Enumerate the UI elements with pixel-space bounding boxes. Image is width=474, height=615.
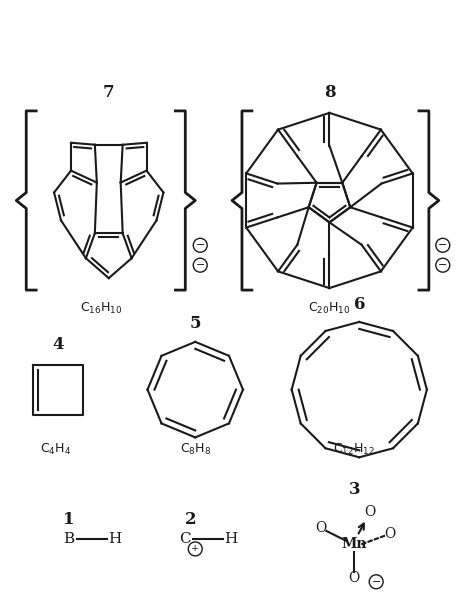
Text: $\mathrm{C_8H_8}$: $\mathrm{C_8H_8}$ (180, 442, 211, 457)
Text: $\mathrm{C_{20}H_{10}}$: $\mathrm{C_{20}H_{10}}$ (308, 301, 351, 315)
Text: B: B (64, 532, 74, 546)
Text: 1: 1 (63, 510, 75, 528)
Text: −: − (196, 240, 205, 250)
Text: O: O (384, 527, 396, 541)
Text: 5: 5 (190, 315, 201, 333)
Text: Mn: Mn (342, 537, 367, 551)
Text: −: − (196, 260, 205, 270)
Text: +: + (191, 544, 200, 554)
Text: −: − (438, 260, 447, 270)
Text: 4: 4 (52, 336, 64, 354)
Text: O: O (315, 521, 326, 535)
Text: 3: 3 (348, 481, 360, 498)
Text: O: O (349, 571, 360, 585)
Text: $\mathrm{C_4H_4}$: $\mathrm{C_4H_4}$ (40, 442, 72, 457)
Text: −: − (372, 577, 381, 587)
Text: 2: 2 (184, 510, 196, 528)
Text: C: C (180, 532, 191, 546)
Text: H: H (224, 532, 237, 546)
Text: O: O (365, 505, 376, 519)
Text: 8: 8 (324, 84, 335, 101)
Text: H: H (108, 532, 121, 546)
Text: $\mathrm{C_{12}H_{12}}$: $\mathrm{C_{12}H_{12}}$ (333, 442, 375, 457)
Text: 7: 7 (103, 84, 115, 101)
Text: 6: 6 (354, 296, 365, 312)
Text: $\mathrm{C_{16}H_{10}}$: $\mathrm{C_{16}H_{10}}$ (80, 301, 122, 315)
Text: −: − (438, 240, 447, 250)
